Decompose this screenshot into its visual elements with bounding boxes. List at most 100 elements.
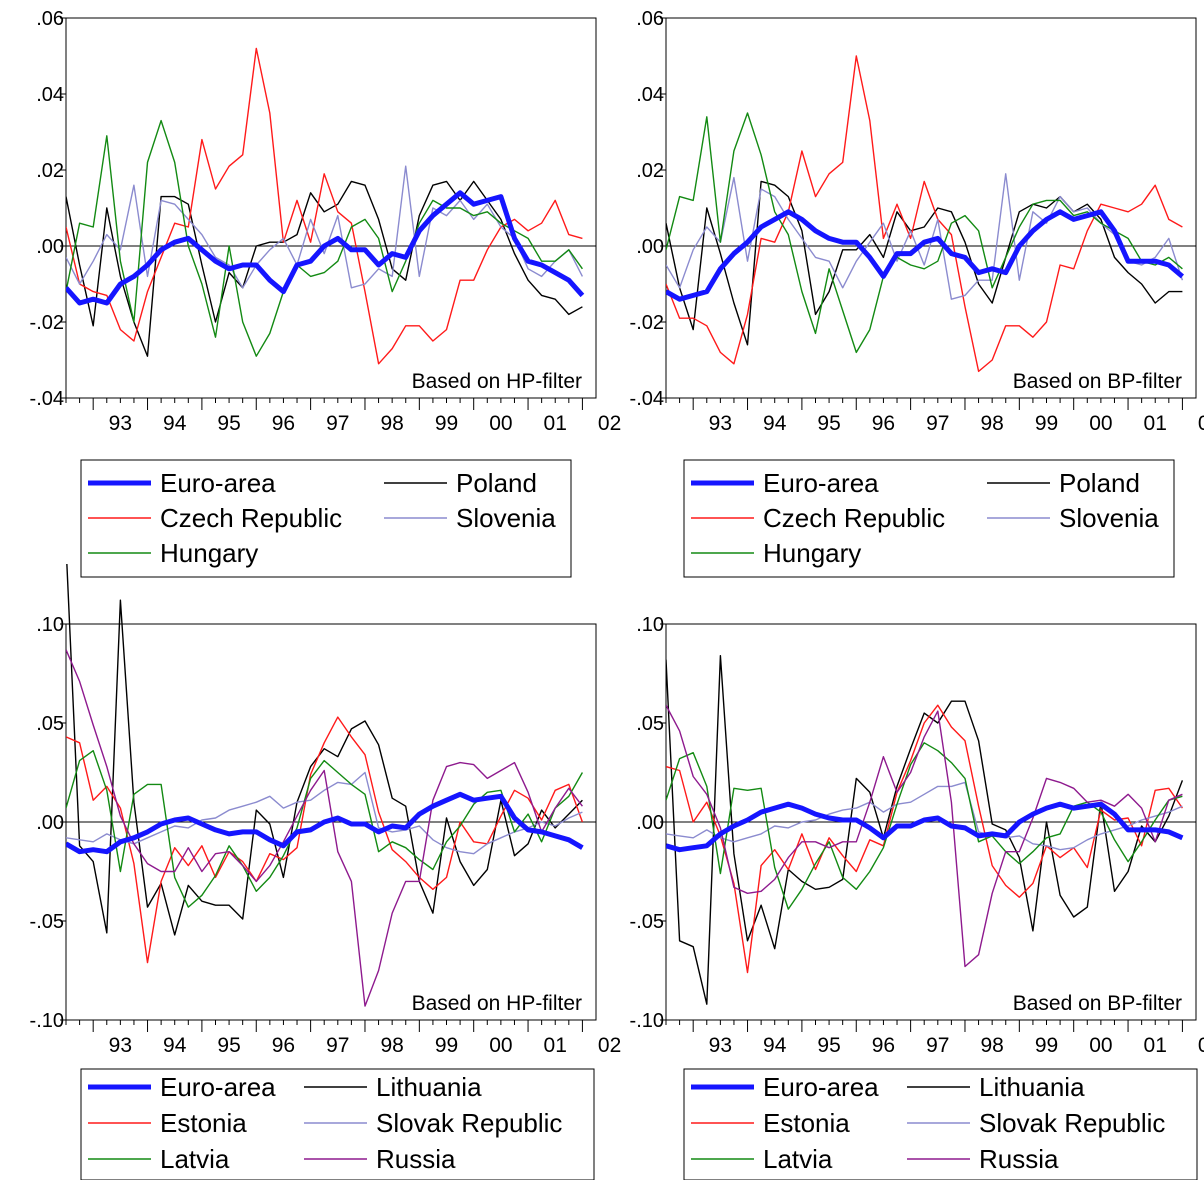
- x-tick-label: 02: [1198, 412, 1204, 435]
- x-tick-label: 96: [872, 412, 895, 435]
- legend: Euro-area Lithuania Estonia Slovak Republic…: [80, 1068, 595, 1181]
- legend-label-hungary: Hungary: [763, 538, 861, 568]
- x-tick-label: 00: [489, 412, 512, 435]
- y-tick-label: -.10: [630, 1010, 664, 1032]
- x-tick-label: 02: [598, 412, 621, 435]
- series-line-hungary: [666, 112, 1183, 354]
- y-tick-label: .05: [636, 713, 664, 735]
- annotation-text: Based on BP-filter: [1013, 370, 1182, 393]
- annotation-text: Based on HP-filter: [412, 370, 582, 393]
- x-tick-label: 97: [926, 1034, 949, 1057]
- y-tick-label: -.05: [30, 911, 64, 933]
- chart-panel-4: -.10 -.05 .00 .05 .10 93 94 95 96 97 98 99 00 01 02 Bas…: [630, 614, 1204, 1181]
- x-tick-label: 96: [272, 412, 295, 435]
- y-tick-label: .04: [36, 84, 64, 106]
- series-line-latvia: [66, 750, 584, 908]
- y-tick-label: .00: [36, 236, 64, 258]
- series-line-russia: [666, 704, 1183, 968]
- series-line-euro-area: [66, 791, 584, 855]
- legend-label-czech-republic: Czech Republic: [763, 503, 945, 533]
- x-tick-label: 98: [380, 1034, 403, 1057]
- y-tick-label: .10: [36, 614, 64, 636]
- x-tick-label: 99: [435, 1034, 458, 1057]
- series-line-latvia: [666, 742, 1183, 910]
- chart-panel-1: -.04 -.02 .00 .02 .04 .06 93 94 95 96 97 98 99 00 01 02…: [30, 8, 621, 578]
- x-tick-label: 93: [709, 1034, 732, 1057]
- legend-label-slovak-republic: Slovak Republic: [979, 1108, 1165, 1138]
- x-tick-label: 00: [1089, 1034, 1112, 1057]
- legend-box: [80, 459, 572, 578]
- legend-label-lithuania: Lithuania: [376, 1072, 482, 1102]
- x-tick-label: 99: [1035, 1034, 1058, 1057]
- legend-label-latvia: Latvia: [160, 1144, 230, 1174]
- x-tick-label: 97: [326, 412, 349, 435]
- x-tick-label: 01: [544, 412, 567, 435]
- annotation-text: Based on HP-filter: [412, 992, 582, 1015]
- x-tick-label: 96: [272, 1034, 295, 1057]
- legend: Euro-area Lithuania Estonia Slovak Republic…: [683, 1068, 1198, 1181]
- series-line-poland: [66, 180, 583, 357]
- series-line-russia: [66, 649, 583, 1007]
- y-tick-label: -.04: [30, 388, 64, 410]
- legend-label-euro-area: Euro-area: [763, 468, 879, 498]
- x-tick-label: 95: [817, 1034, 840, 1057]
- x-tick-label: 00: [489, 1034, 512, 1057]
- x-tick-label: 93: [109, 412, 132, 435]
- x-tick-label: 95: [217, 1034, 240, 1057]
- y-tick-label: .04: [636, 84, 664, 106]
- legend-label-hungary: Hungary: [160, 538, 258, 568]
- legend-label-slovenia: Slovenia: [1059, 503, 1159, 533]
- legend-label-poland: Poland: [1059, 468, 1140, 498]
- x-tick-label: 95: [217, 412, 240, 435]
- x-tick-label: 98: [980, 1034, 1003, 1057]
- series-line-czech-republic: [66, 47, 583, 365]
- x-tick-label: 94: [163, 1034, 187, 1057]
- x-tick-label: 96: [872, 1034, 895, 1057]
- y-tick-label: .06: [36, 8, 64, 30]
- legend-label-euro-area: Euro-area: [763, 1072, 879, 1102]
- legend: Euro-area Poland Czech Republic Slovenia Hun…: [683, 459, 1175, 578]
- legend-label-euro-area: Euro-area: [160, 1072, 276, 1102]
- x-tick-label: 94: [763, 412, 787, 435]
- legend-label-lithuania: Lithuania: [979, 1072, 1085, 1102]
- x-tick-label: 01: [1144, 412, 1167, 435]
- series-line-euro-area: [666, 801, 1184, 853]
- y-tick-label: .05: [36, 713, 64, 735]
- x-tick-label: 00: [1089, 412, 1112, 435]
- series-line-lithuania: [66, 564, 583, 936]
- x-tick-label: 97: [926, 412, 949, 435]
- chart-panel-3: -.10 -.05 .00 .05 .10 93 94 95 96 97 98 99 00 01 02 Bas…: [30, 564, 621, 1181]
- series-line-lithuania: [666, 655, 1184, 1005]
- plot-frame: [665, 17, 1197, 399]
- series-line-euro-area: [66, 190, 585, 306]
- x-tick-label: 01: [544, 1034, 567, 1057]
- legend-label-russia: Russia: [979, 1144, 1059, 1174]
- series-line-euro-area: [666, 209, 1185, 302]
- x-tick-label: 93: [109, 1034, 132, 1057]
- chart-panel-2: -.04 -.02 .00 .02 .04 .06 93 94 95 96 97 98 99 00 01 02…: [630, 8, 1204, 578]
- x-tick-label: 99: [435, 412, 458, 435]
- legend: Euro-area Poland Czech Republic Slovenia Hun…: [80, 459, 572, 578]
- plot-frame: [65, 17, 597, 399]
- y-tick-label: .02: [636, 160, 664, 182]
- x-tick-label: 99: [1035, 412, 1058, 435]
- y-tick-label: .00: [636, 236, 664, 258]
- series-line-estonia: [666, 704, 1183, 974]
- legend-label-estonia: Estonia: [160, 1108, 247, 1138]
- legend-label-slovenia: Slovenia: [456, 503, 556, 533]
- legend-box: [683, 459, 1175, 578]
- legend-label-slovak-republic: Slovak Republic: [376, 1108, 562, 1138]
- series-line-estonia: [66, 716, 584, 964]
- y-tick-label: -.05: [630, 911, 664, 933]
- y-tick-label: -.10: [30, 1010, 64, 1032]
- x-tick-label: 95: [817, 412, 840, 435]
- y-tick-label: -.02: [630, 312, 664, 334]
- y-tick-label: .10: [636, 614, 664, 636]
- legend-label-poland: Poland: [456, 468, 537, 498]
- series-line-hungary: [66, 119, 583, 357]
- x-tick-label: 94: [163, 412, 187, 435]
- x-tick-label: 01: [1144, 1034, 1167, 1057]
- y-tick-label: -.04: [630, 388, 664, 410]
- legend-label-russia: Russia: [376, 1144, 456, 1174]
